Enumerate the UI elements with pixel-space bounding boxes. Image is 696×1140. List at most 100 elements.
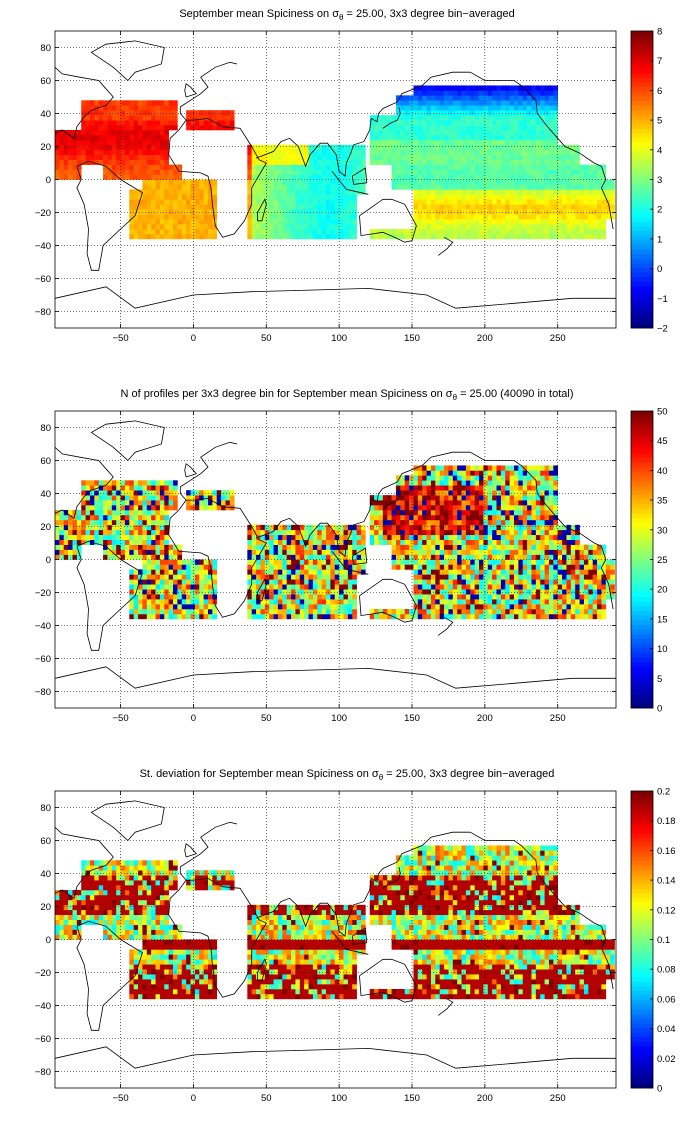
heatmap-cell: [85, 514, 91, 521]
heatmap-cell: [190, 495, 196, 501]
heatmap-cell: [291, 564, 296, 570]
heatmap-cell: [448, 475, 454, 481]
heatmap-cell: [465, 134, 471, 141]
heatmap-cell: [308, 204, 314, 210]
heatmap-cell: [382, 609, 388, 615]
heatmap-cell: [426, 599, 432, 605]
heatmap-cell: [177, 214, 183, 220]
heatmap-cell: [352, 154, 357, 160]
heatmap-cell: [129, 510, 134, 516]
heatmap-cell: [492, 465, 497, 471]
heatmap-cell: [522, 584, 528, 590]
heatmap-cell: [138, 233, 143, 240]
heatmap-cell: [452, 85, 458, 91]
heatmap-cell: [562, 204, 567, 210]
heatmap-cell: [509, 164, 515, 170]
heatmap-cell: [256, 574, 261, 580]
heatmap-cell: [212, 594, 218, 600]
heatmap-cell: [500, 554, 506, 560]
heatmap-cell: [378, 519, 384, 526]
heatmap-cell: [492, 524, 497, 531]
heatmap-cell: [199, 584, 204, 590]
heatmap-cell: [199, 495, 204, 501]
heatmap-cell: [273, 164, 279, 170]
heatmap-cell: [216, 110, 222, 116]
heatmap-cell: [452, 125, 458, 131]
heatmap-cell: [527, 505, 532, 511]
heatmap-cell: [474, 120, 480, 126]
heatmap-cell: [522, 204, 528, 210]
heatmap-cell: [518, 559, 524, 565]
heatmap-cell: [282, 204, 287, 210]
heatmap-cell: [540, 500, 545, 506]
heatmap-cell: [387, 500, 392, 506]
heatmap-cell: [444, 95, 449, 101]
heatmap-cell: [168, 194, 174, 200]
heatmap-cell: [339, 209, 344, 215]
heatmap-cell: [116, 110, 121, 116]
heatmap-cell: [531, 204, 537, 210]
heatmap-cell: [103, 100, 108, 106]
heatmap-cell: [470, 85, 475, 91]
heatmap-cell: [483, 475, 489, 481]
heatmap-cell: [535, 125, 541, 131]
heatmap-cell: [330, 154, 336, 160]
heatmap-cell: [286, 609, 292, 615]
heatmap-cell: [190, 579, 196, 585]
heatmap-cell: [103, 519, 108, 526]
heatmap-cell: [452, 569, 458, 575]
heatmap-cell: [544, 159, 550, 165]
heatmap-cell: [470, 559, 475, 565]
heatmap-cell: [409, 130, 414, 136]
heatmap-cell: [588, 219, 593, 225]
heatmap-cell: [260, 194, 266, 200]
heatmap-cell: [509, 500, 515, 506]
heatmap-cell: [426, 554, 432, 560]
heatmap-cell: [570, 189, 576, 195]
heatmap-cell: [435, 154, 440, 160]
heatmap-cell: [548, 199, 554, 205]
colorbar-segment: [631, 165, 653, 171]
heatmap-cell: [509, 154, 515, 160]
heatmap-cell: [81, 139, 86, 146]
heatmap-cell: [505, 149, 510, 156]
heatmap-cell: [295, 524, 301, 531]
heatmap-cell: [435, 544, 440, 550]
heatmap-cell: [352, 194, 357, 200]
heatmap-cell: [63, 519, 69, 526]
heatmap-cell: [304, 209, 309, 215]
heatmap-cell: [190, 194, 196, 200]
heatmap-cell: [518, 485, 524, 491]
heatmap-cell: [330, 609, 336, 615]
heatmap-cell: [378, 539, 384, 545]
heatmap-cell: [413, 214, 419, 220]
heatmap-cell: [107, 485, 113, 491]
heatmap-cell: [295, 233, 301, 240]
heatmap-cell: [500, 579, 506, 585]
heatmap-cell: [129, 490, 134, 496]
heatmap-cell: [103, 524, 108, 531]
heatmap-cell: [426, 505, 432, 511]
heatmap-cell: [395, 609, 401, 615]
heatmap-cell: [159, 229, 165, 235]
heatmap-cell: [483, 229, 489, 235]
heatmap-cell: [146, 159, 152, 165]
heatmap-cell: [417, 130, 423, 136]
heatmap-cell: [400, 475, 406, 481]
heatmap-cell: [509, 90, 515, 96]
heatmap-cell: [457, 549, 462, 555]
heatmap-cell: [535, 539, 541, 545]
heatmap-cell: [138, 589, 143, 595]
heatmap-cell: [487, 125, 493, 131]
heatmap-cell: [168, 569, 174, 575]
heatmap-cell: [417, 495, 423, 501]
heatmap-cell: [448, 134, 454, 141]
heatmap-cell: [505, 579, 510, 585]
heatmap-cell: [168, 174, 174, 180]
heatmap-cell: [68, 529, 73, 536]
heatmap-cell: [439, 125, 445, 131]
heatmap-cell: [452, 599, 458, 605]
heatmap-cell: [212, 125, 218, 131]
heatmap-cell: [151, 569, 156, 575]
heatmap-cell: [277, 209, 283, 215]
